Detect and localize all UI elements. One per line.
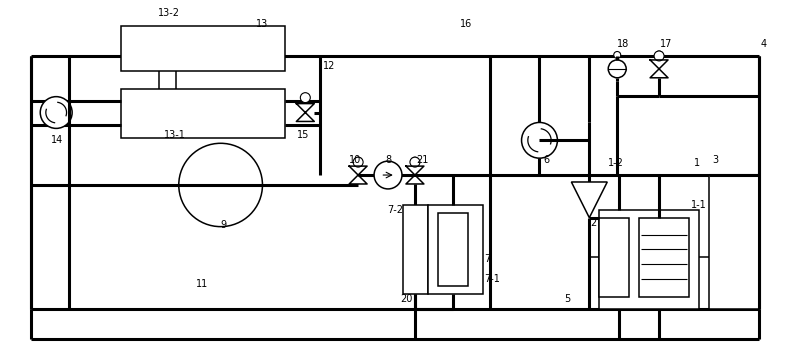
Circle shape <box>374 161 402 189</box>
Text: 18: 18 <box>617 39 630 49</box>
Text: 12: 12 <box>324 61 335 71</box>
Text: 13-1: 13-1 <box>164 130 186 140</box>
Text: 7-2: 7-2 <box>387 205 403 215</box>
Circle shape <box>40 96 72 129</box>
Text: 9: 9 <box>221 220 227 230</box>
Circle shape <box>301 93 310 103</box>
Bar <box>600 210 699 309</box>
Circle shape <box>179 143 263 227</box>
Text: 21: 21 <box>416 155 428 165</box>
Text: 5: 5 <box>565 294 570 304</box>
Bar <box>403 205 428 294</box>
Circle shape <box>614 51 621 58</box>
Circle shape <box>411 157 419 165</box>
Bar <box>121 89 286 138</box>
Text: 6: 6 <box>543 155 550 165</box>
Text: 20: 20 <box>400 294 412 304</box>
Text: 10: 10 <box>349 155 361 165</box>
Text: 13-2: 13-2 <box>158 8 180 18</box>
Bar <box>639 218 689 297</box>
Text: 17: 17 <box>660 39 672 49</box>
Circle shape <box>301 95 309 103</box>
Text: 16: 16 <box>460 19 472 29</box>
Bar <box>709 175 759 309</box>
Circle shape <box>410 157 420 167</box>
Text: 13: 13 <box>255 19 267 29</box>
Bar <box>600 218 629 297</box>
Text: 2: 2 <box>590 218 596 228</box>
Bar <box>121 26 286 71</box>
Text: 1: 1 <box>694 158 700 168</box>
Bar <box>428 205 483 294</box>
Text: 1-1: 1-1 <box>691 200 706 210</box>
Circle shape <box>654 51 664 61</box>
Text: 1-2: 1-2 <box>608 158 624 168</box>
Text: 11: 11 <box>195 279 208 289</box>
Circle shape <box>521 122 558 158</box>
Circle shape <box>353 157 363 167</box>
Circle shape <box>608 60 626 78</box>
Text: 7: 7 <box>483 255 490 265</box>
Text: 3: 3 <box>712 155 718 165</box>
Circle shape <box>354 157 362 165</box>
Polygon shape <box>571 182 607 218</box>
Text: 8: 8 <box>385 155 392 165</box>
Text: 15: 15 <box>297 130 310 140</box>
Bar <box>438 213 467 286</box>
Circle shape <box>655 51 663 59</box>
Text: 7-1: 7-1 <box>483 274 500 284</box>
Text: 14: 14 <box>51 135 63 145</box>
Text: 4: 4 <box>761 39 766 49</box>
